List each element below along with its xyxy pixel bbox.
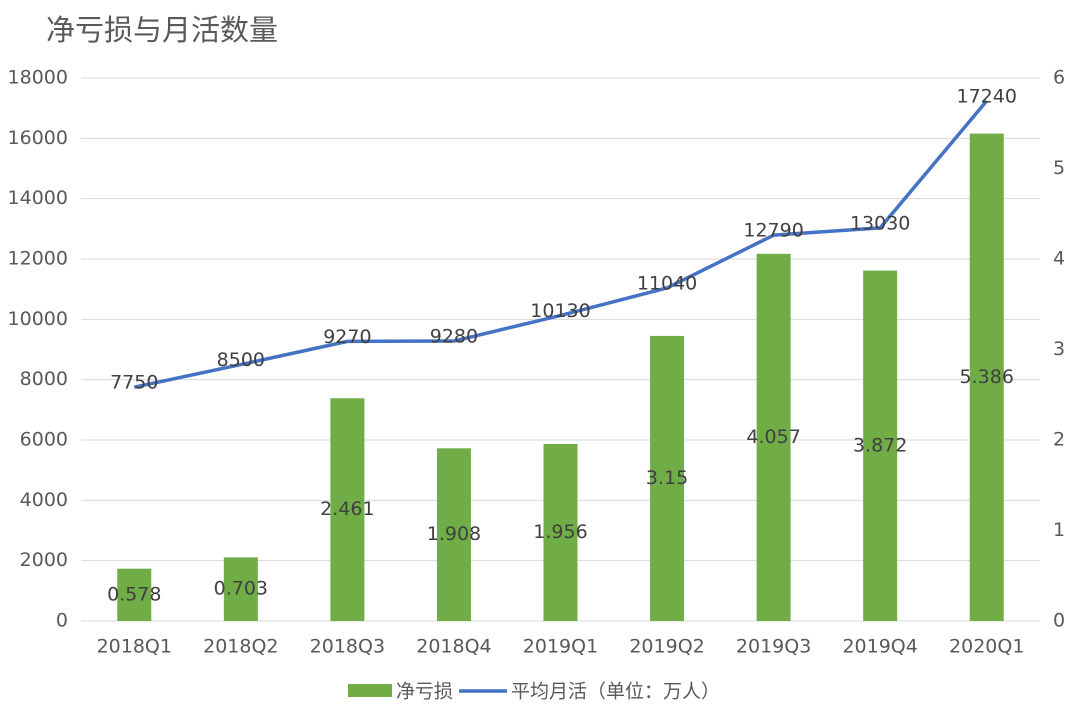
y2-tick-label: 5 <box>1053 157 1065 179</box>
data-label: 10130 <box>530 300 590 322</box>
x-tick-label: 2019Q2 <box>629 636 704 658</box>
data-label: 0.578 <box>107 583 161 605</box>
y-tick-label: 18000 <box>8 67 68 89</box>
legend-swatch <box>348 684 392 697</box>
line <box>133 99 989 389</box>
legend-label: 平均月活（单位：万人） <box>511 681 720 703</box>
y-tick-label: 4000 <box>20 489 68 511</box>
bar <box>543 443 578 621</box>
y2-tick-label: 4 <box>1053 248 1065 270</box>
bar <box>650 335 685 621</box>
y-tick-label: 14000 <box>8 187 68 209</box>
data-label: 3.872 <box>853 434 907 456</box>
y2-tick-label: 2 <box>1053 429 1065 451</box>
bar <box>436 448 471 621</box>
x-tick-label: 2018Q2 <box>203 636 278 658</box>
data-label: 1.956 <box>533 521 587 543</box>
data-label: 8500 <box>217 349 265 371</box>
x-tick-label: 2019Q4 <box>842 636 917 658</box>
y2-tick-label: 1 <box>1053 519 1065 541</box>
legend-label: 净亏损 <box>396 681 453 703</box>
x-tick-label: 2020Q1 <box>949 636 1024 658</box>
y2-tick-label: 0 <box>1053 610 1065 632</box>
y-tick-label: 6000 <box>20 429 68 451</box>
chart-title: 净亏损与月活数量 <box>46 13 278 47</box>
y-tick-label: 10000 <box>8 308 68 330</box>
x-tick-label: 2019Q1 <box>523 636 598 658</box>
data-label: 13030 <box>850 212 910 234</box>
data-label: 4.057 <box>746 426 800 448</box>
bar <box>223 557 258 621</box>
bar <box>863 270 898 621</box>
x-tick-label: 2018Q1 <box>97 636 172 658</box>
y2-tick-label: 6 <box>1053 67 1065 89</box>
data-label: 2.461 <box>320 498 374 520</box>
data-label: 0.703 <box>214 578 268 600</box>
y-tick-label: 12000 <box>8 248 68 270</box>
bar <box>969 133 1004 621</box>
data-label: 11040 <box>637 272 697 294</box>
data-label: 17240 <box>956 85 1016 107</box>
bar <box>756 253 791 622</box>
data-label: 5.386 <box>960 366 1014 388</box>
data-label: 9280 <box>430 326 478 348</box>
data-label: 7750 <box>110 372 158 394</box>
x-tick-label: 2019Q3 <box>736 636 811 658</box>
y-tick-label: 8000 <box>20 368 68 390</box>
data-label: 12790 <box>743 220 803 242</box>
y-tick-label: 0 <box>56 610 68 632</box>
data-label: 3.15 <box>646 467 688 489</box>
data-label: 9270 <box>323 326 371 348</box>
x-tick-label: 2018Q4 <box>416 636 491 658</box>
y-tick-label: 2000 <box>20 549 68 571</box>
data-label: 1.908 <box>427 523 481 545</box>
bar <box>330 398 365 621</box>
y-tick-label: 16000 <box>8 127 68 149</box>
bar <box>117 568 152 621</box>
y2-tick-label: 3 <box>1053 338 1065 360</box>
x-tick-label: 2018Q3 <box>310 636 385 658</box>
